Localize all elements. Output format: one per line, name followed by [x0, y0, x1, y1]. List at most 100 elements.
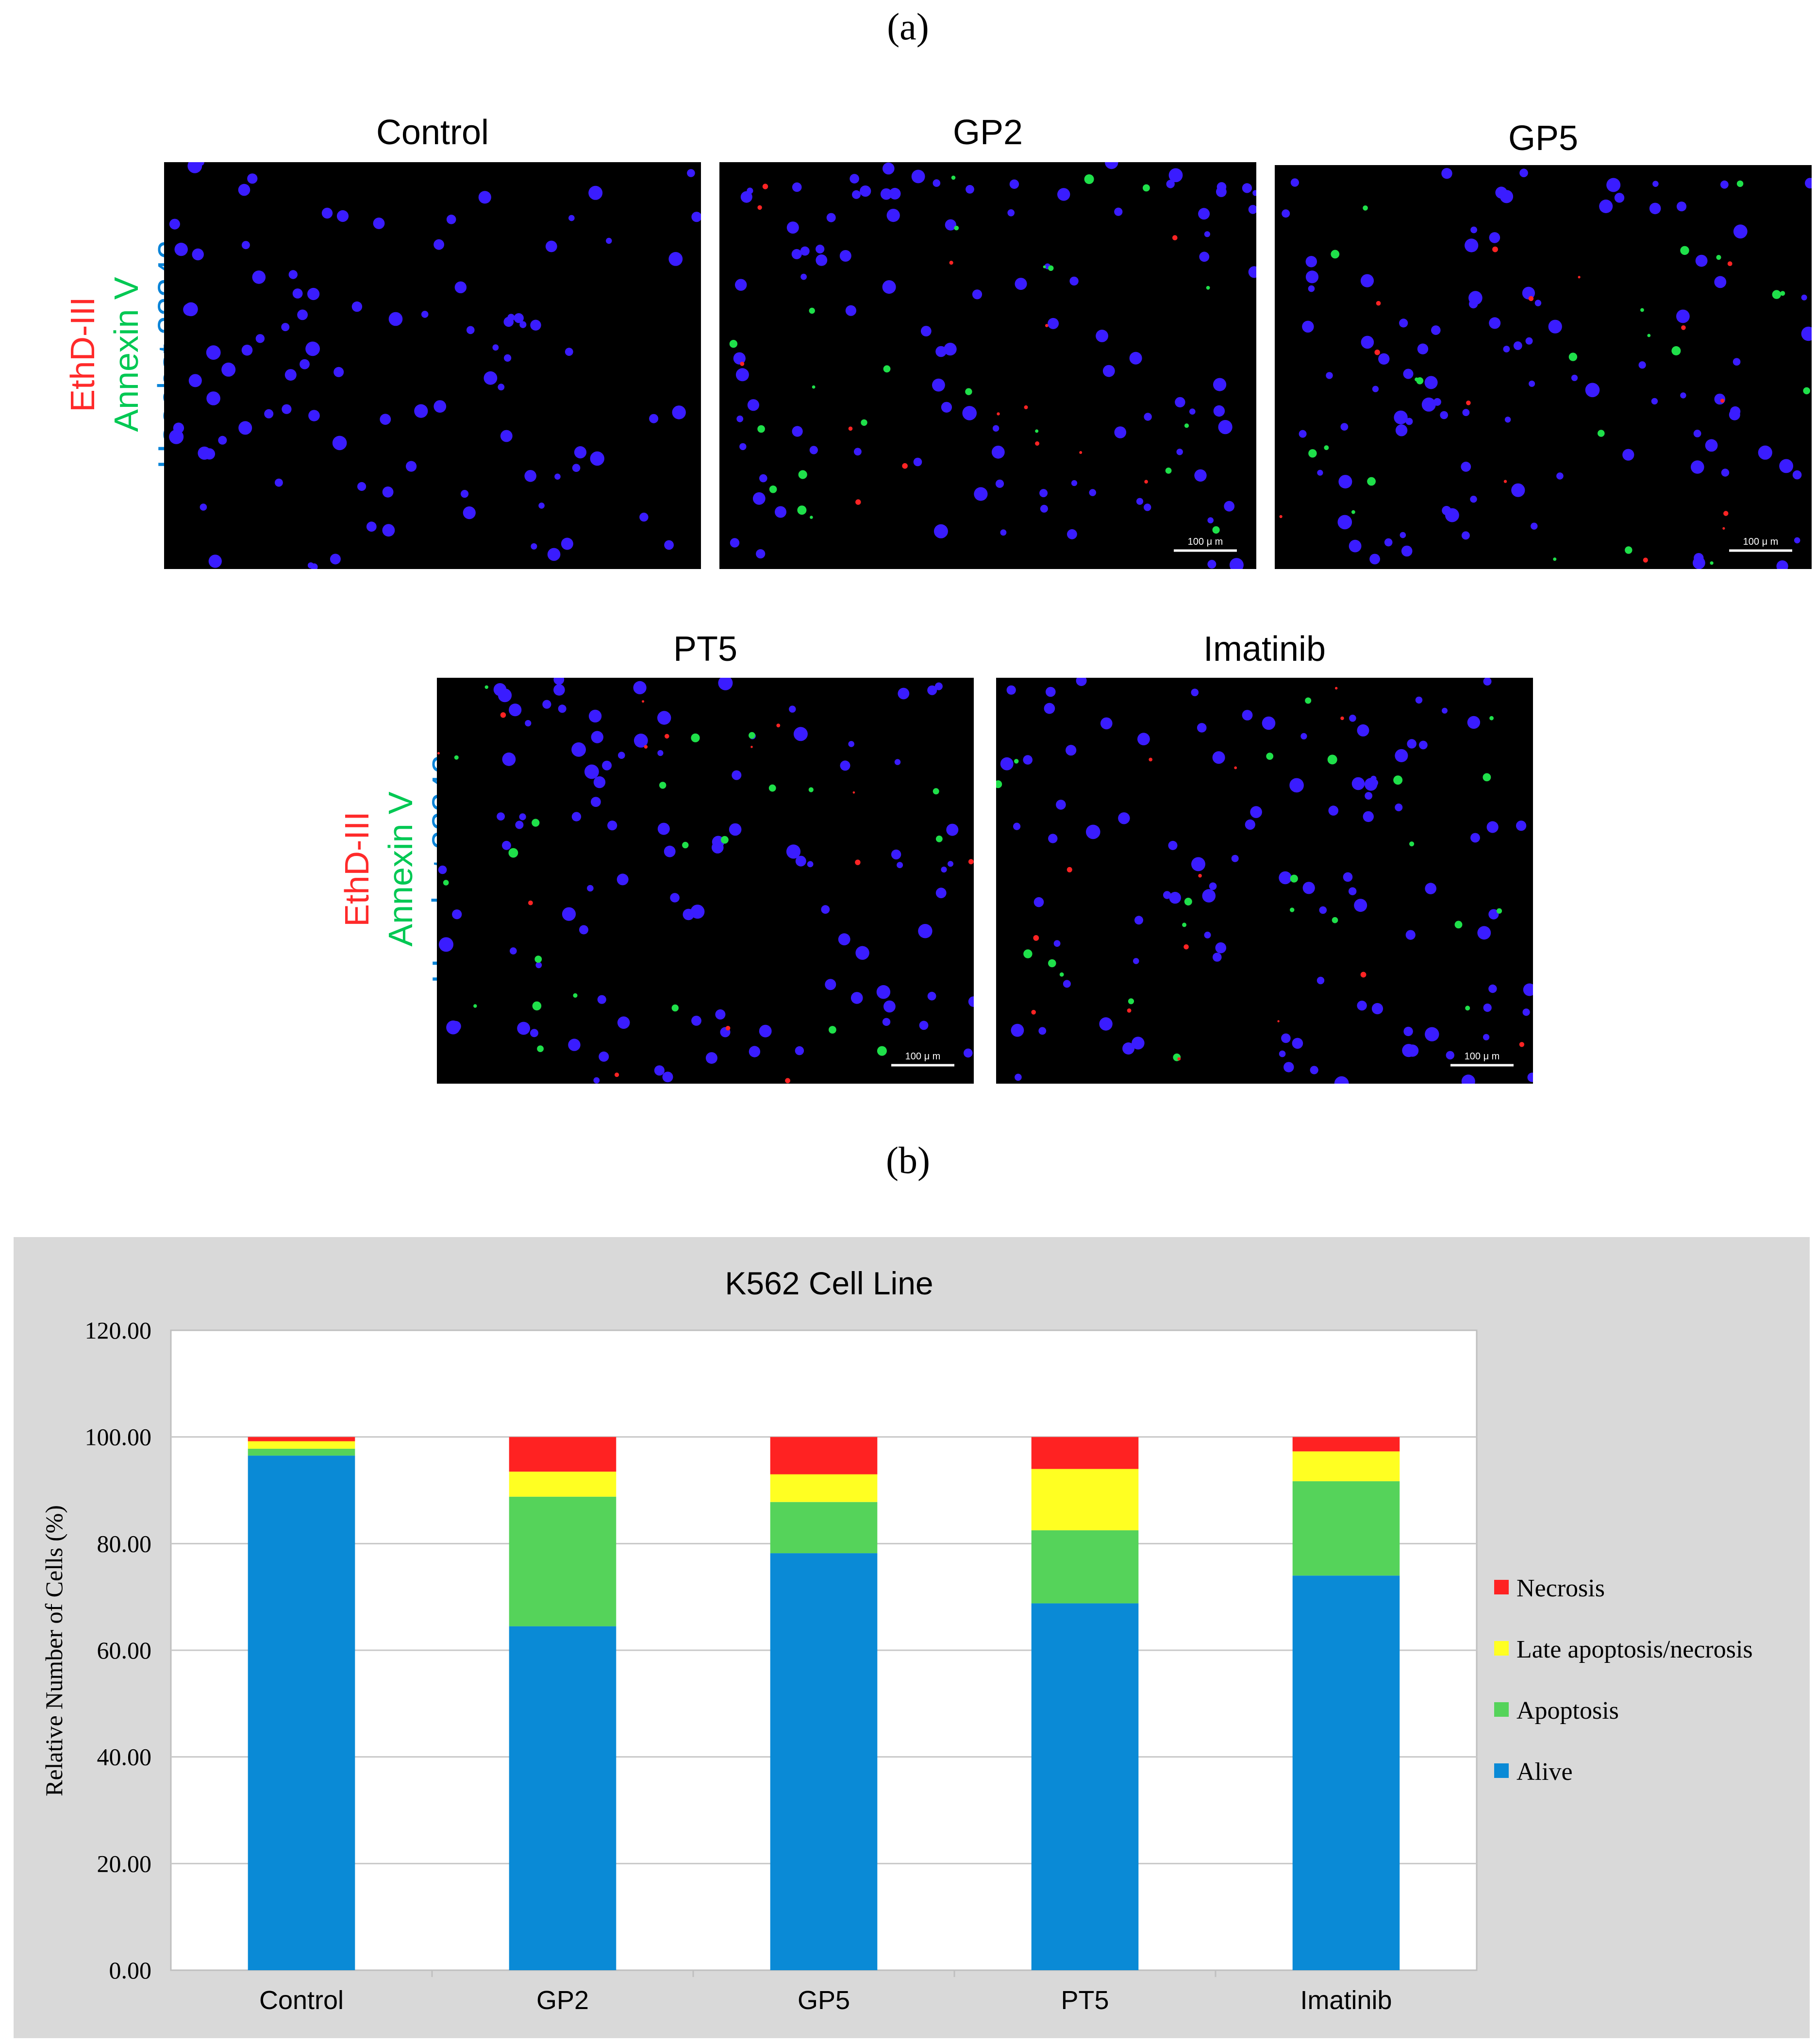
annexin-dot — [1184, 898, 1192, 905]
nucleus-dot — [1461, 461, 1471, 472]
nucleus-dot — [816, 244, 825, 254]
nucleus-dot — [1197, 723, 1207, 733]
nucleus-dot — [433, 400, 447, 413]
annexin-dot — [691, 733, 700, 742]
annexin-dot — [877, 1046, 887, 1056]
nucleus-dot — [1069, 276, 1079, 286]
annexin-dot — [1454, 921, 1463, 929]
nucleus-dot — [935, 346, 947, 357]
x-tick-label: GP5 — [798, 1986, 850, 2015]
nucleus-dot — [791, 249, 802, 259]
nucleus-dot — [281, 323, 290, 332]
nucleus-dot — [366, 521, 377, 532]
ethd-dot — [1519, 1042, 1525, 1047]
y-tick-label: 0.00 — [109, 1957, 152, 1984]
nucleus-dot — [1202, 889, 1216, 903]
legend: Necrosis Late apoptosis/necrosis Apoptosis… — [1494, 1575, 1753, 1786]
legend-label: Necrosis — [1516, 1575, 1605, 1602]
y-tick-label: 60.00 — [97, 1637, 152, 1664]
nucleus-dot — [1283, 1062, 1294, 1072]
nucleus-dot — [932, 378, 945, 392]
ethd-dot — [1727, 261, 1733, 266]
nucleus-dot — [571, 812, 582, 821]
nucleus-dot — [1805, 178, 1812, 189]
nucleus-dot — [500, 430, 513, 442]
nucleus-dot — [649, 414, 659, 423]
ethd-dot — [1578, 276, 1581, 279]
nucleus-dot — [1129, 352, 1142, 365]
nucleus-dot — [1676, 309, 1690, 323]
micro-title-pt5: PT5 — [673, 630, 738, 669]
nucleus-dot — [1461, 1074, 1475, 1084]
nucleus-dot — [1048, 318, 1059, 329]
nucleus-dot — [568, 215, 575, 221]
nucleus-dot — [876, 985, 891, 999]
nucleus-dot — [579, 925, 588, 935]
nucleus-dot — [752, 492, 766, 505]
nucleus-dot — [1189, 408, 1196, 415]
nucleus-dot — [880, 188, 892, 200]
annexin-dot — [797, 505, 807, 515]
nucleus-dot — [174, 242, 188, 256]
legend-swatch — [1494, 1641, 1509, 1656]
nucleus-dot — [502, 840, 511, 850]
nucleus-dot — [1614, 193, 1625, 203]
nucleus-dot — [894, 759, 901, 765]
nucleus-dot — [1100, 717, 1113, 730]
nucleus-dot — [1488, 909, 1499, 920]
annexin-dot — [1035, 429, 1039, 433]
micro-title-imatinib: Imatinib — [1203, 630, 1326, 669]
annexin-dot — [757, 425, 765, 433]
nucleus-dot — [1730, 406, 1741, 417]
nucleus-dot — [446, 1020, 460, 1035]
nucleus-dot — [1357, 724, 1369, 737]
ethd-dot — [855, 859, 861, 865]
nucleus-dot — [1076, 678, 1087, 686]
nucleus-dot — [554, 473, 561, 480]
annexin-dot — [534, 955, 542, 963]
micro-image-imatinib: 100 μ m — [996, 678, 1533, 1084]
nucleus-dot — [1488, 984, 1497, 993]
bar-segment — [1031, 1469, 1139, 1530]
nucleus-dot — [252, 270, 266, 284]
ethd-dot — [1144, 480, 1148, 484]
nucleus-dot — [1096, 330, 1108, 342]
nucleus-dot — [1424, 376, 1438, 389]
nucleus-dot — [519, 813, 526, 821]
nucleus-dot — [1489, 232, 1500, 243]
nucleus-dot — [1606, 178, 1621, 192]
nucleus-dot — [463, 506, 476, 519]
nucleus-dot — [1191, 688, 1199, 696]
nucleus-dot — [918, 924, 933, 938]
nucleus-dot — [1279, 1050, 1286, 1057]
annexin-dot — [1182, 922, 1187, 927]
nucleus-dot — [941, 866, 947, 873]
nucleus-dot — [1522, 1008, 1530, 1016]
annexin-dot — [1305, 697, 1312, 704]
bar-segment — [509, 1496, 616, 1626]
nucleus-dot — [1465, 238, 1479, 252]
ethd-dot — [1033, 935, 1039, 941]
annexin-dot — [1465, 1005, 1470, 1011]
nucleus-dot — [1691, 460, 1704, 474]
ethd-dot — [1066, 867, 1072, 872]
nucleus-dot — [587, 885, 594, 892]
ethd-dot — [1031, 1010, 1036, 1015]
nucleus-dot — [759, 474, 767, 483]
nucleus-dot — [664, 540, 674, 550]
nucleus-dot — [588, 709, 602, 723]
nucleus-dot — [712, 841, 724, 854]
nucleus-dot — [1319, 906, 1327, 914]
annexin-dot — [1640, 308, 1644, 312]
nucleus-dot — [382, 524, 395, 537]
nucleus-dot — [962, 406, 977, 420]
annexin-dot — [1308, 449, 1317, 458]
nucleus-dot — [1213, 378, 1227, 391]
annexin-dot — [1625, 546, 1633, 554]
bar-segment — [248, 1448, 355, 1456]
nucleus-dot — [736, 415, 744, 422]
nucleus-dot — [1136, 498, 1144, 505]
nucleus-dot — [911, 169, 925, 184]
nucleus-dot — [935, 888, 947, 899]
nucleus-dot — [1801, 294, 1807, 301]
